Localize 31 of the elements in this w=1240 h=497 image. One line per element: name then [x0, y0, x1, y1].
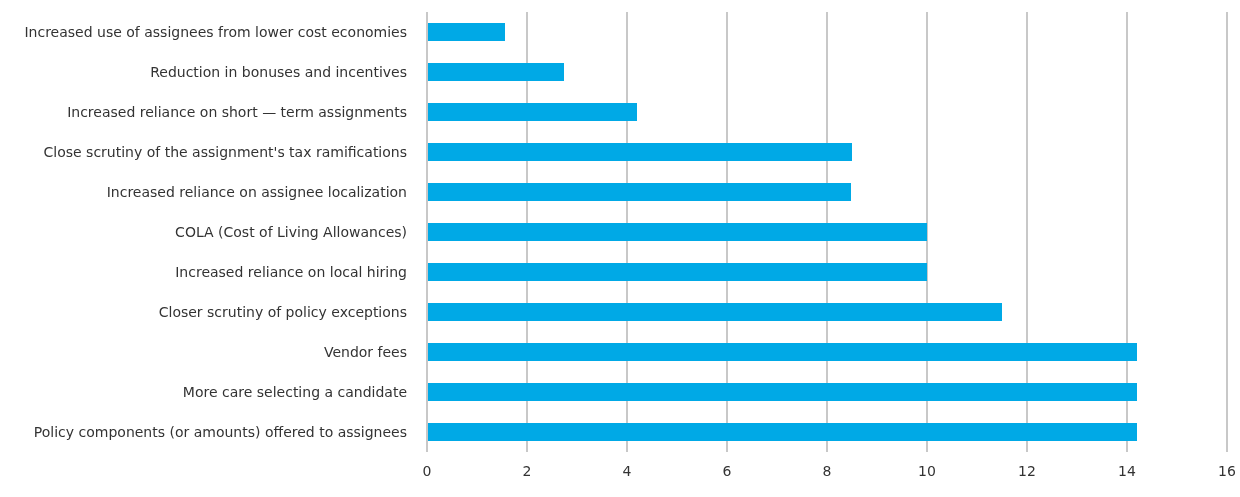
y-tick-label: Increased reliance on assignee localization [106, 183, 407, 200]
y-tick-label: Reduction in bonuses and incentives [150, 63, 407, 80]
bar [427, 303, 1002, 321]
y-tick-label: Vendor fees [323, 343, 407, 360]
y-tick-label: More care selecting a candidate [182, 383, 407, 400]
y-tick-label: Increased reliance on local hiring [175, 263, 407, 280]
bar [427, 423, 1137, 441]
y-tick-label: Increased use of assignees from lower cost economies [24, 23, 407, 40]
bar [427, 223, 927, 241]
y-tick-label: COLA (Cost of Living Allowances) [175, 223, 407, 240]
bar [427, 103, 637, 121]
y-tick-label: Close scrutiny of the assignment's tax ramifications [43, 143, 407, 160]
y-tick-label: Increased reliance on short — term assignments [67, 103, 407, 120]
y-tick-label: Closer scrutiny of policy exceptions [158, 303, 407, 320]
bar [427, 183, 851, 201]
x-tick-label: 16 [1218, 462, 1236, 479]
bar [427, 23, 505, 41]
x-tick-label: 0 [422, 462, 432, 479]
x-tick-label: 6 [722, 462, 732, 479]
x-tick-label: 12 [1018, 462, 1036, 479]
x-tick-label: 2 [522, 462, 532, 479]
x-tick-label: 14 [1118, 462, 1136, 479]
bar [427, 263, 927, 281]
bar [427, 143, 852, 161]
x-tick-label: 8 [822, 462, 832, 479]
bar [427, 63, 564, 81]
x-tick-label: 4 [622, 462, 632, 479]
x-tick-label: 10 [918, 462, 936, 479]
y-tick-label: Policy components (or amounts) offered to assignees [33, 423, 407, 440]
bar [427, 383, 1137, 401]
bar [427, 343, 1137, 361]
